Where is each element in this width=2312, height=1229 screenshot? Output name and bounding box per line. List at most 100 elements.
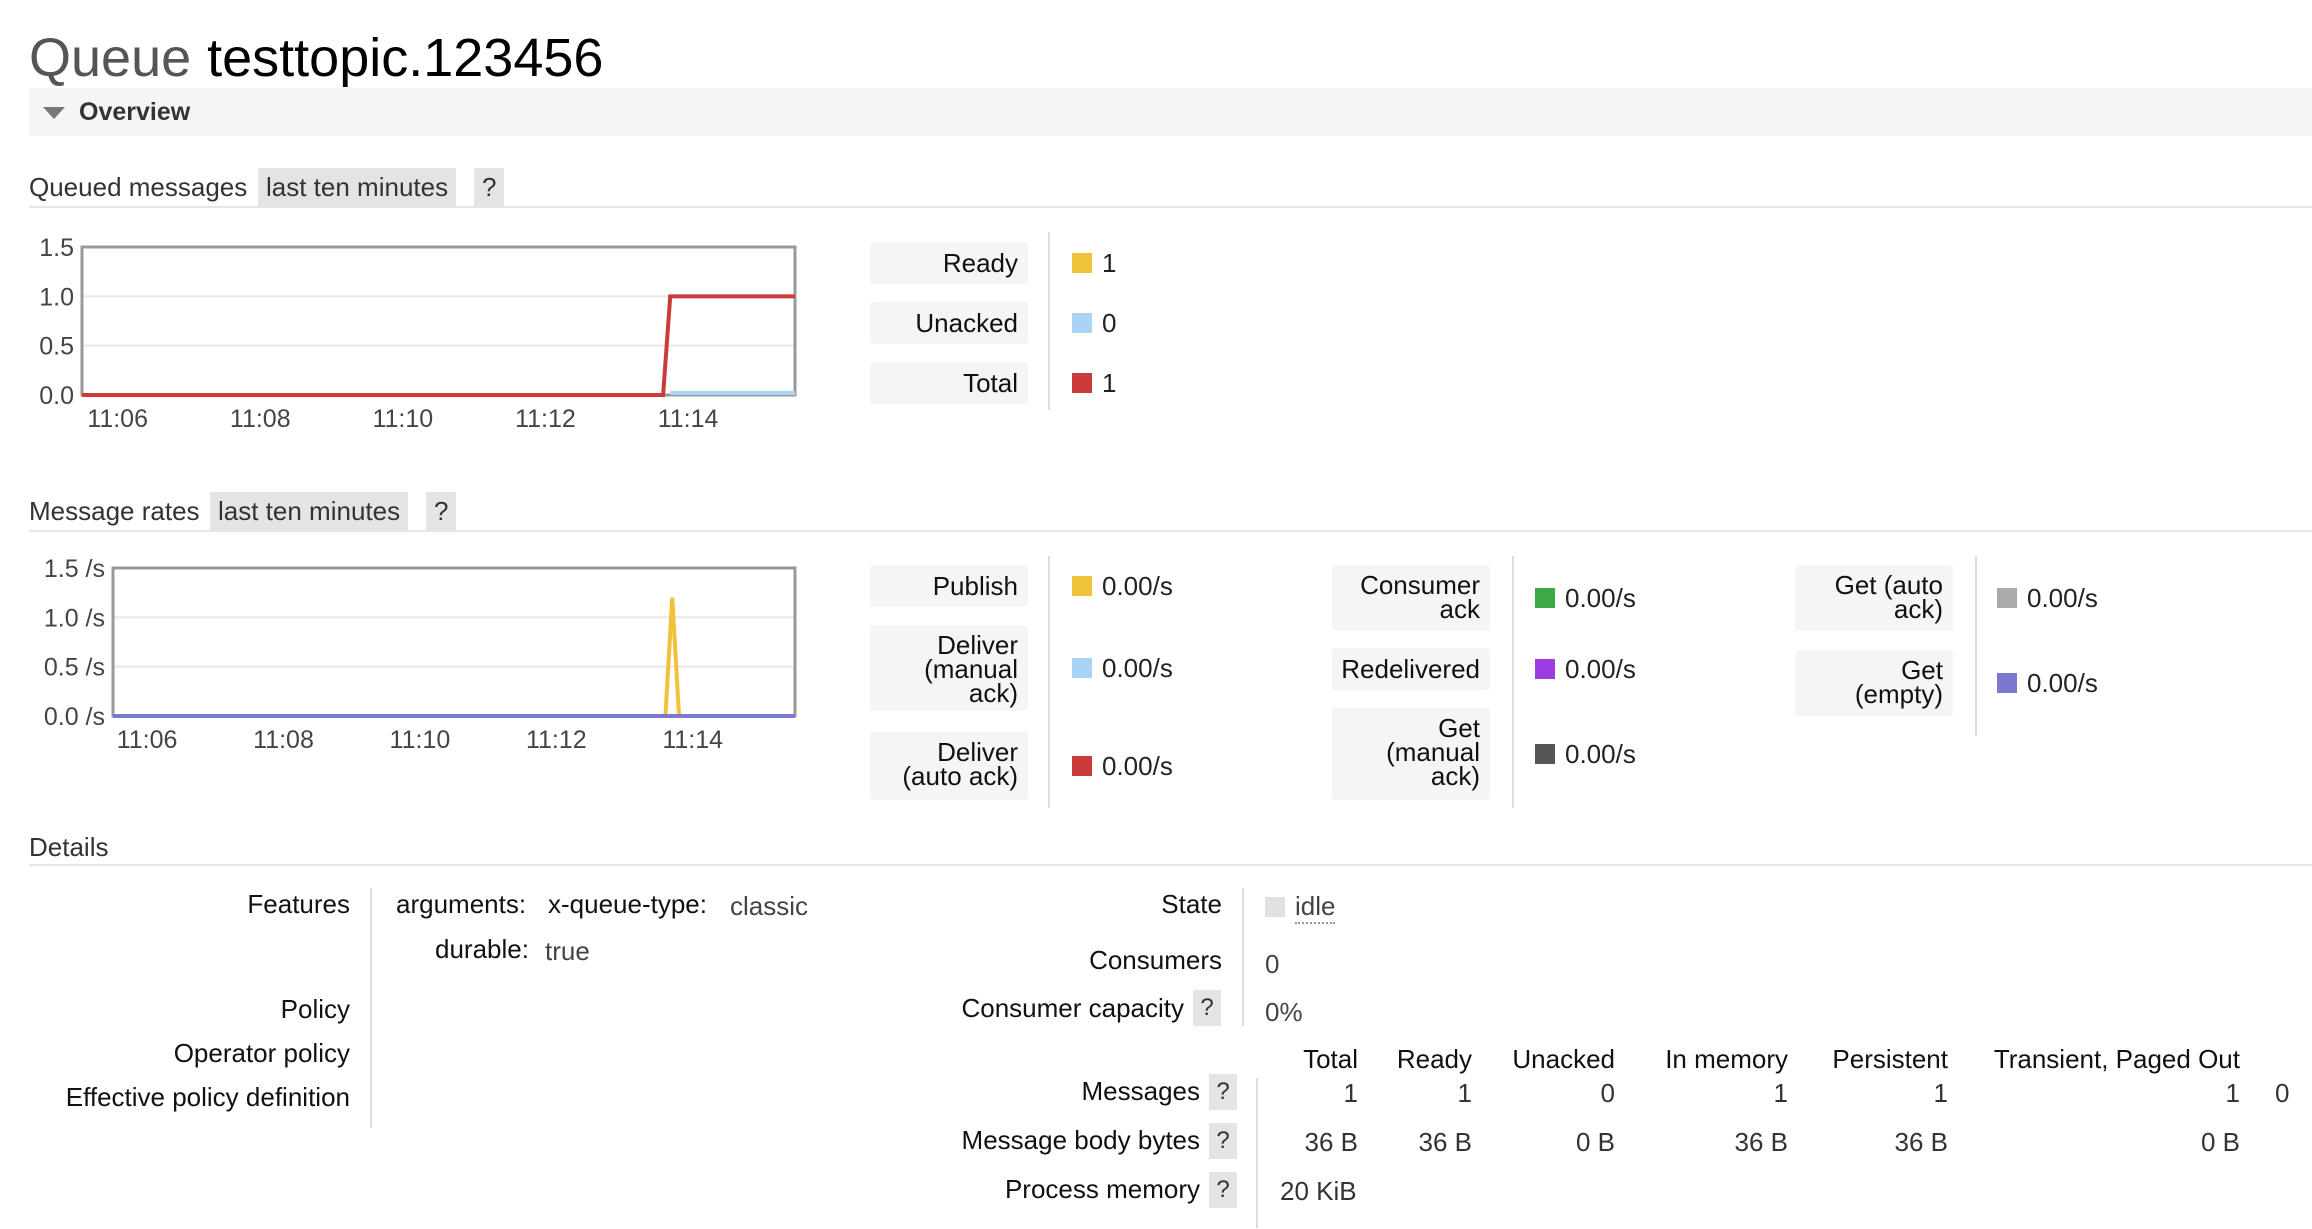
policy-label: Policy xyxy=(280,994,350,1024)
table-cell: 1 xyxy=(1933,1078,1948,1108)
divider xyxy=(29,206,2312,208)
y-tick-label: 1.0 /s xyxy=(44,604,105,632)
row-help-button[interactable]: ? xyxy=(1209,1123,1237,1159)
rate-col1-1-label: Deliver (manual ack) xyxy=(870,625,1028,711)
features-label: Features xyxy=(247,889,350,919)
state-value[interactable]: idle xyxy=(1295,891,1336,924)
rate-col1-1-color-swatch xyxy=(1072,658,1092,678)
rate-col2-0-color-swatch xyxy=(1535,588,1555,608)
rate-col1-2-color-swatch xyxy=(1072,756,1092,776)
queued-ready-label: Ready xyxy=(870,242,1028,284)
queued-ready-color-swatch xyxy=(1072,253,1092,273)
table-cell: 36 B xyxy=(1894,1127,1949,1157)
details-title: Details xyxy=(29,832,109,862)
rate-col2-1-color-swatch xyxy=(1535,659,1555,679)
arg-value: classic xyxy=(730,891,809,921)
table-header: Transient, Paged Out xyxy=(1993,1044,2240,1074)
table-cell: 36 B xyxy=(1734,1127,1789,1157)
queue-name: testtopic.123456 xyxy=(207,28,604,88)
rate-col3-0-color-swatch xyxy=(1997,588,2017,608)
series-line-publish xyxy=(113,597,795,718)
message-rates-chart: 0.0 /s 0.5 /s 1.0 /s 1.5 /s 11:06 11:08 11:10 1… xyxy=(44,556,797,754)
table-cell: 1 xyxy=(1457,1078,1472,1108)
queued-messages-title: Queued messages xyxy=(29,172,248,202)
consumers-value: 0 xyxy=(1265,949,1280,979)
table-cell: 36 B xyxy=(1418,1127,1473,1157)
y-tick-label: 1.0 xyxy=(39,283,74,311)
rate-col2-0-value: 0.00/s xyxy=(1565,583,1636,613)
queued-messages-chart: 0.0 0.5 1.0 1.5 11:06 11:08 11:10 11:12 11:14 xyxy=(39,235,797,433)
queued-ready-value: 1 xyxy=(1102,248,1117,278)
consumer-capacity-value: 0% xyxy=(1265,997,1303,1027)
table-cell: 1 xyxy=(1343,1078,1358,1108)
x-tick-label: 11:06 xyxy=(87,405,148,433)
queued-unacked-value: 0 xyxy=(1102,308,1117,338)
divider xyxy=(1975,556,1977,736)
table-cell: 0 xyxy=(1600,1078,1615,1108)
y-tick-label: 1.5 /s xyxy=(44,556,105,583)
row-help-button[interactable]: ? xyxy=(1209,1074,1237,1110)
x-tick-label: 11:12 xyxy=(515,405,576,433)
x-tick-label: 11:08 xyxy=(230,405,291,433)
x-tick-label: 11:08 xyxy=(253,726,314,754)
rate-col2-1-value: 0.00/s xyxy=(1565,654,1636,684)
divider xyxy=(1048,556,1050,808)
arg-key: x-queue-type: xyxy=(548,889,707,919)
queued-total-color-swatch xyxy=(1072,373,1092,393)
series-line-total xyxy=(82,294,795,397)
table-cell: 20 KiB xyxy=(1280,1176,1357,1206)
table-header: Total xyxy=(1303,1044,1358,1074)
x-tick-label: 11:10 xyxy=(390,726,451,754)
overview-label: Overview xyxy=(79,98,191,126)
overview-section-toggle[interactable]: Overview xyxy=(29,88,2312,136)
table-cell: 1 xyxy=(1773,1078,1788,1108)
table-cell: 1 xyxy=(2225,1078,2240,1108)
consumer-capacity-label: Consumer capacity xyxy=(961,993,1184,1023)
plot-frame xyxy=(111,566,797,718)
queued-range-button[interactable]: last ten minutes xyxy=(258,168,457,206)
rate-col3-1-color-swatch xyxy=(1997,673,2017,693)
y-tick-label: 1.5 xyxy=(39,235,74,262)
plot-frame xyxy=(80,245,797,397)
table-header: Unacked xyxy=(1512,1044,1615,1074)
x-tick-label: 11:06 xyxy=(117,726,178,754)
rate-col2-0-label: Consumer ack xyxy=(1332,565,1490,631)
queued-total-label: Total xyxy=(870,362,1028,404)
durable-label: durable: xyxy=(435,934,529,964)
divider xyxy=(29,530,2312,532)
rate-col1-0-value: 0.00/s xyxy=(1102,571,1173,601)
x-tick-label: 11:14 xyxy=(658,405,719,433)
durable-value: true xyxy=(545,936,590,966)
effective-policy-label: Effective policy definition xyxy=(65,1082,350,1112)
table-header: Persistent xyxy=(1832,1044,1948,1074)
rate-col1-0-color-swatch xyxy=(1072,576,1092,596)
divider xyxy=(1256,1078,1258,1228)
table-row-label: Message body bytes xyxy=(961,1125,1200,1155)
message-rates-title: Message rates xyxy=(29,496,200,526)
divider xyxy=(1048,232,1050,410)
operator-policy-label: Operator policy xyxy=(173,1038,350,1068)
rate-col1-2-value: 0.00/s xyxy=(1102,751,1173,781)
table-cell: 36 B xyxy=(1304,1127,1359,1157)
rates-help-button[interactable]: ? xyxy=(426,492,457,530)
rate-col3-0-value: 0.00/s xyxy=(2027,583,2098,613)
rate-col1-0-label: Publish xyxy=(870,565,1028,607)
divider xyxy=(29,864,2312,866)
rate-col3-0-label: Get (auto ack) xyxy=(1795,565,1953,631)
rate-col3-1-value: 0.00/s xyxy=(2027,668,2098,698)
capacity-help-button[interactable]: ? xyxy=(1193,990,1221,1026)
page-title-prefix: Queue xyxy=(29,28,192,88)
arguments-label: arguments: xyxy=(396,889,527,919)
rates-range-button[interactable]: last ten minutes xyxy=(210,492,409,530)
queued-help-button[interactable]: ? xyxy=(474,168,505,206)
row-help-button[interactable]: ? xyxy=(1209,1172,1237,1208)
table-header: Ready xyxy=(1396,1044,1472,1074)
y-tick-label: 0.0 /s xyxy=(44,703,105,731)
table-cell: 0 B xyxy=(1575,1127,1615,1157)
queued-unacked-label: Unacked xyxy=(870,302,1028,344)
x-tick-label: 11:10 xyxy=(372,405,433,433)
state-label: State xyxy=(1161,889,1222,919)
consumers-label: Consumers xyxy=(1089,945,1222,975)
y-tick-label: 0.5 xyxy=(39,333,74,361)
state-indicator-icon xyxy=(1265,897,1285,917)
